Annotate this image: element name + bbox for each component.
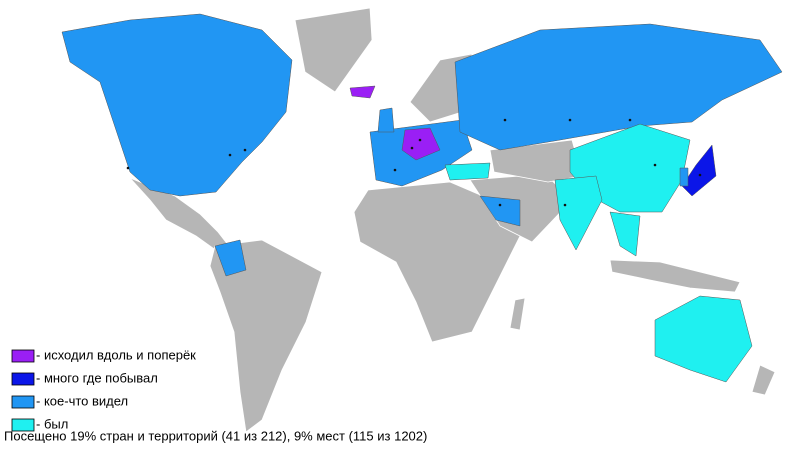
southeast-asia [609, 211, 641, 257]
legend-label: - кое-что видел [36, 393, 128, 408]
footer: Посещено 19% стран и территорий (41 из 2… [4, 428, 427, 443]
place [126, 166, 130, 170]
north-america [61, 13, 293, 197]
legend-swatch [11, 349, 35, 363]
indonesia [609, 259, 741, 293]
place [498, 203, 502, 207]
madagascar [509, 297, 526, 331]
world [61, 7, 783, 433]
place [563, 203, 567, 207]
place [393, 168, 397, 172]
place [628, 118, 632, 122]
place [698, 173, 702, 177]
india [554, 175, 603, 251]
legend-swatch [11, 372, 35, 386]
place [653, 163, 657, 167]
place [410, 146, 414, 150]
place [228, 153, 232, 157]
korea [679, 167, 689, 187]
places [126, 118, 702, 207]
turkey [444, 162, 491, 181]
arabia [479, 195, 521, 227]
place [418, 138, 422, 142]
legend-swatch [11, 395, 35, 409]
place [568, 118, 572, 122]
legend-swatch [11, 418, 35, 432]
legend-label: - много где побывал [36, 370, 158, 385]
iceland [349, 85, 376, 99]
uk [377, 107, 395, 133]
south-america [209, 239, 323, 433]
colombia [214, 239, 247, 277]
legend-label: - был [36, 416, 68, 431]
place [243, 148, 247, 152]
place [503, 118, 507, 122]
russia [454, 23, 783, 151]
legend: - исходил вдоль и поперёк - много где поб… [11, 347, 196, 432]
australia [654, 295, 753, 383]
new-zealand [751, 364, 776, 396]
central-europe [401, 127, 441, 161]
greenland [294, 7, 373, 93]
legend-label: - исходил вдоль и поперёк [36, 347, 196, 362]
